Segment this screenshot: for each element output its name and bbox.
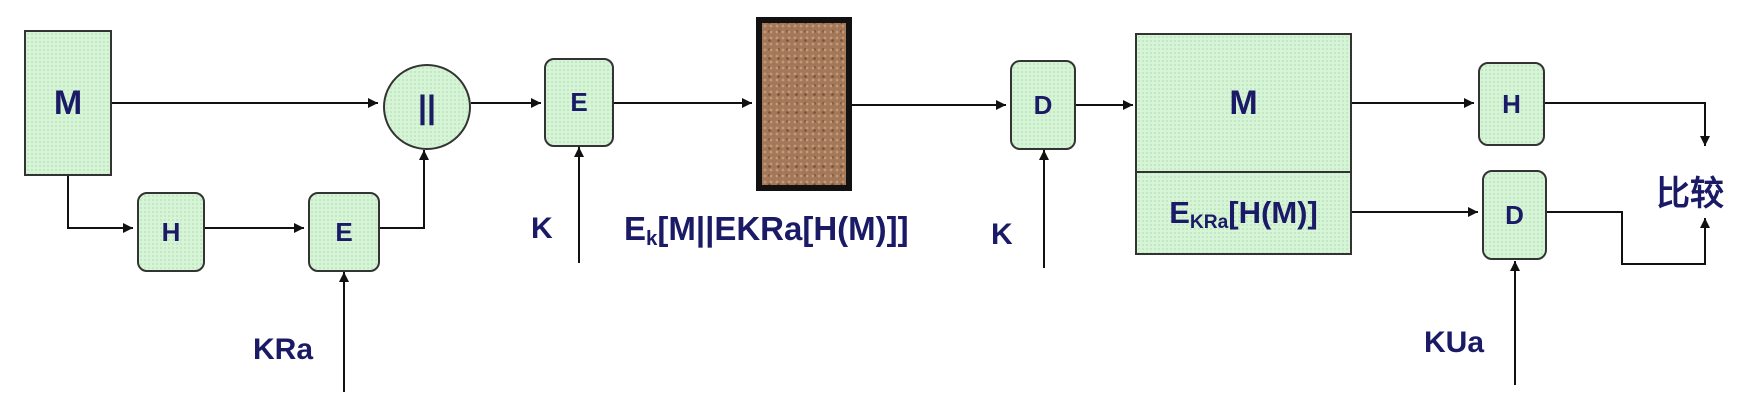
decrypt-label: D: [1033, 89, 1053, 120]
arrow-encrypt-to-concat: [380, 150, 429, 229]
private-key-label: KRa: [253, 333, 314, 366]
received-message-part: M: [1137, 35, 1350, 171]
session-encrypt-label: E: [570, 87, 588, 117]
block-divider: [1137, 171, 1350, 173]
ciphertext-label-rest: [M||EKRa[H(M)]]: [657, 210, 909, 247]
verify-decrypt-box: D: [1482, 170, 1547, 260]
signature-main: E: [1169, 194, 1190, 230]
arrow-verify-to-compare: [1547, 211, 1710, 265]
received-message-block: M EKRa[H(M)]: [1135, 33, 1352, 255]
arrow-hash-to-compare: [1545, 102, 1710, 146]
hash-label: H: [161, 216, 181, 247]
public-key-label: KUa: [1424, 326, 1485, 359]
ciphertext-block: [756, 17, 852, 191]
compare-label: 比较: [1656, 174, 1724, 214]
receiver-hash-box: H: [1478, 62, 1545, 146]
message-box: M: [24, 30, 112, 176]
sign-encrypt-box: E: [308, 192, 380, 272]
hash-box: H: [137, 192, 205, 272]
received-signature-part: EKRa[H(M)]: [1137, 173, 1350, 255]
concat-label: ||: [418, 88, 436, 125]
ciphertext-label-main: E: [624, 210, 647, 247]
arrow-m-to-hash: [67, 176, 133, 233]
signature-sub: KRa: [1189, 211, 1229, 233]
ciphertext-label: Ek[M||EKRa[H(M)]]: [624, 210, 909, 251]
receiver-session-key-label: K: [991, 218, 1013, 251]
decrypt-box: D: [1010, 60, 1076, 150]
message-label: M: [53, 83, 83, 122]
session-key-label: K: [531, 212, 553, 245]
verify-decrypt-label: D: [1505, 199, 1524, 230]
session-encrypt-box: E: [544, 58, 614, 147]
receiver-hash-label: H: [1502, 88, 1521, 119]
sign-encrypt-label: E: [335, 216, 353, 247]
ciphertext-label-sub: k: [646, 227, 658, 251]
concat-operator: ||: [383, 64, 471, 150]
received-message-label: M: [1229, 83, 1258, 122]
signature-rest: [H(M)]: [1228, 194, 1318, 230]
received-signature-label: EKRa[H(M)]: [1169, 195, 1318, 234]
